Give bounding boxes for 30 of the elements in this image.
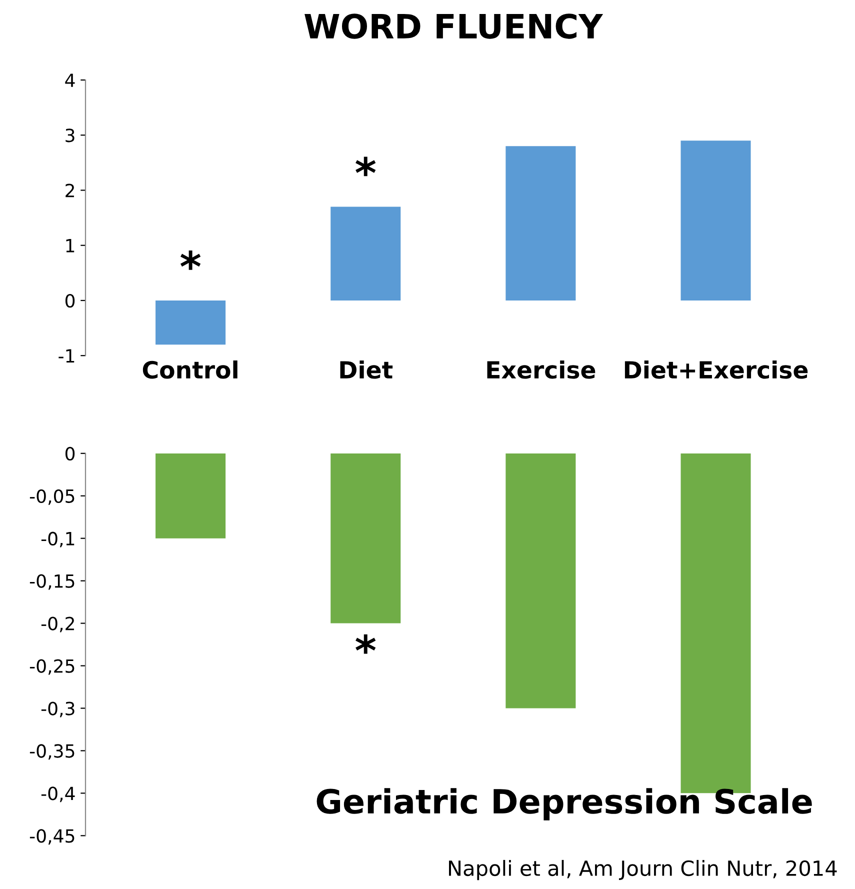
bar <box>330 206 401 300</box>
annotation: * <box>180 250 201 270</box>
x-tick-label: Control <box>142 360 238 379</box>
bar <box>156 300 226 345</box>
y-tick-label: -0,25 <box>30 659 74 675</box>
y-tick-label: -0,35 <box>30 744 74 760</box>
annotation: * <box>356 634 376 654</box>
y-tick-label: -1 <box>58 349 74 362</box>
y-tick-label: -0,2 <box>41 616 74 632</box>
y-tick-label: -0,1 <box>41 532 74 548</box>
annotation: * <box>356 156 376 176</box>
x-tick-label: Diet+Exercise <box>624 360 808 379</box>
chart-title: WORD FLUENCY <box>304 14 604 39</box>
bar <box>506 146 576 300</box>
y-tick-label: -0,3 <box>41 702 74 718</box>
x-tick-label: Exercise <box>487 360 596 379</box>
y-tick-label: 1 <box>66 239 74 252</box>
y-tick-label: -0,05 <box>30 489 74 505</box>
y-tick-label: -0,15 <box>30 574 74 590</box>
text: Napoli et al, Am Journ Clin Nutr, 2014 <box>449 860 837 880</box>
text: Geriatric Depression Scale <box>316 788 812 820</box>
y-tick-label: -0,4 <box>41 786 75 802</box>
x-tick-label: Diet <box>340 360 393 379</box>
y-tick-label: -0,45 <box>30 829 74 845</box>
y-tick-label: 0 <box>65 446 75 461</box>
y-tick-label: 4 <box>65 74 75 87</box>
y-tick-label: 0 <box>65 294 75 308</box>
y-tick-label: 2 <box>66 184 74 198</box>
bar <box>680 140 751 300</box>
y-tick-label: 3 <box>66 128 74 142</box>
